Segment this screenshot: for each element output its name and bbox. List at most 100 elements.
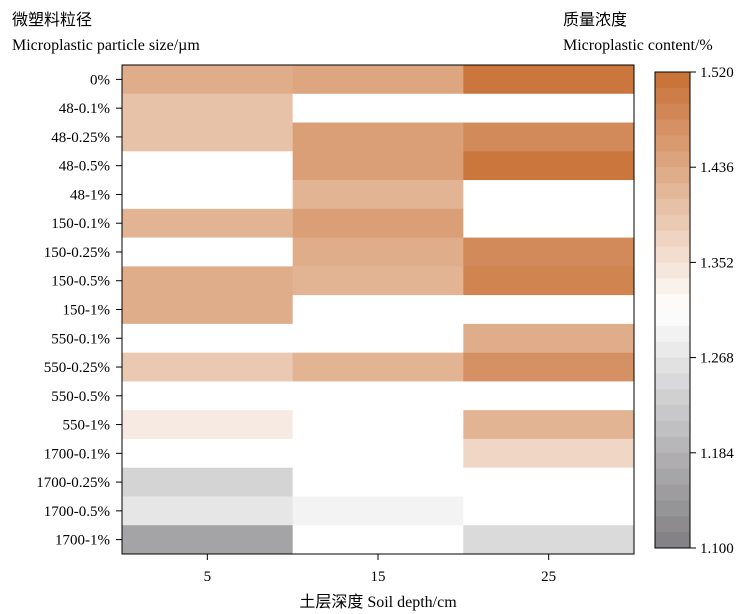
heatmap-cell <box>292 266 464 296</box>
heatmap-cell <box>122 525 294 555</box>
heatmap-cell <box>463 266 635 296</box>
heatmap-cell <box>122 352 294 382</box>
heatmap-cell <box>122 180 294 210</box>
colorbar <box>654 71 691 549</box>
y-tick-label: 550-0.1% <box>51 331 110 347</box>
y-axis-title-cn: 微塑料粒径 <box>12 11 92 29</box>
y-tick-label: 150-0.1% <box>51 216 110 232</box>
heatmap-cell <box>292 525 464 555</box>
colorbar-step <box>655 421 690 438</box>
heatmap-cell <box>122 237 294 267</box>
y-tick-label: 150-1% <box>63 303 111 319</box>
colorbar-step <box>655 87 690 105</box>
colorbar-title-cn: 质量浓度 <box>563 11 627 29</box>
y-tick-label: 48-0.5% <box>59 159 110 175</box>
colorbar-step <box>655 246 690 263</box>
colorbar-tick-label: 1.268 <box>700 351 734 367</box>
heatmap-cell <box>463 237 635 267</box>
heatmap-cell <box>122 438 294 469</box>
heatmap-cell <box>463 180 635 210</box>
y-tick-label: 1700-1% <box>55 533 110 549</box>
colorbar-tick-label: 1.520 <box>700 65 734 81</box>
colorbar-step <box>655 389 690 406</box>
heatmap-cell <box>122 151 294 181</box>
colorbar-step <box>655 135 690 152</box>
heatmap-cell <box>292 237 464 267</box>
y-tick-label: 48-0.1% <box>59 101 110 117</box>
heatmap-cell <box>463 93 635 124</box>
heatmap-cell <box>463 525 635 555</box>
colorbar-step <box>655 500 690 517</box>
heatmap-cell <box>292 467 464 497</box>
colorbar-tick-label: 1.100 <box>700 541 734 557</box>
colorbar-step <box>655 341 690 359</box>
heatmap-cell <box>292 295 464 325</box>
colorbar-step <box>655 405 690 422</box>
x-tick-label: 15 <box>371 569 386 585</box>
heatmap-cell <box>292 208 464 239</box>
colorbar-step <box>655 198 690 216</box>
heatmap-cell <box>463 295 635 325</box>
y-tick-label: 0% <box>90 72 110 88</box>
colorbar-step <box>655 103 690 121</box>
heatmap-cell <box>292 352 464 382</box>
colorbar-step <box>655 436 690 454</box>
heatmap-cell <box>292 122 464 152</box>
x-tick-label: 25 <box>541 569 556 585</box>
heatmap-cell <box>463 496 635 526</box>
y-tick-label: 550-0.25% <box>44 360 110 376</box>
colorbar-step <box>655 262 690 279</box>
y-tick-label: 150-0.25% <box>44 245 110 261</box>
heatmap-cell <box>122 410 294 440</box>
colorbar-tick-label: 1.352 <box>700 255 734 271</box>
heatmap-cell <box>122 295 294 325</box>
heatmap-cell <box>463 467 635 497</box>
x-axis-title: 土层深度 Soil depth/cm <box>299 593 457 611</box>
x-tick-labels: 5 15 25 <box>204 554 556 585</box>
plot-frame <box>121 64 635 555</box>
colorbar-step <box>655 278 690 295</box>
colorbar-step <box>655 484 690 501</box>
heatmap-cell <box>463 65 635 95</box>
colorbar-tick-label: 1.436 <box>700 160 734 176</box>
y-tick-label: 48-0.25% <box>51 130 110 146</box>
colorbar-step <box>655 214 690 232</box>
heatmap-cell <box>122 323 294 354</box>
heatmap-cell <box>463 151 635 181</box>
colorbar-step <box>655 357 690 374</box>
colorbar-step <box>655 294 690 311</box>
colorbar-step <box>655 532 690 549</box>
heatmap-cell <box>122 93 294 124</box>
y-tick-label: 48-1% <box>70 187 110 203</box>
heatmap-cell <box>122 381 294 411</box>
heatmap-cell <box>122 122 294 152</box>
heatmap-cell <box>122 65 294 95</box>
x-tick-label: 5 <box>204 569 212 585</box>
y-tick-label: 1700-0.25% <box>36 475 110 491</box>
colorbar-step <box>655 119 690 136</box>
colorbar-step <box>655 325 690 343</box>
heatmap-cell <box>292 151 464 181</box>
heatmap-cell <box>463 438 635 469</box>
y-tick-label: 550-0.5% <box>51 389 110 405</box>
colorbar-step <box>655 183 690 200</box>
heatmap-cell <box>463 352 635 382</box>
y-tick-labels: 0% 48-0.1% 48-0.25% 48-0.5% 48-1% 150-0.1% 150… <box>36 72 122 549</box>
heatmap-cell <box>292 180 464 210</box>
heatmap-cell <box>463 208 635 239</box>
colorbar-step <box>655 516 690 533</box>
y-tick-label: 1700-0.5% <box>44 504 110 520</box>
heatmap-cell <box>463 122 635 152</box>
colorbar-ticks: 1.100 1.184 1.268 1.352 1.436 1.520 <box>690 65 734 557</box>
heatmap-cell <box>292 65 464 95</box>
heatmap-cell <box>292 323 464 354</box>
colorbar-step <box>655 151 690 168</box>
heatmap-cell <box>292 381 464 411</box>
heatmap-cell <box>122 467 294 497</box>
y-tick-label: 1700-0.1% <box>44 446 110 462</box>
y-tick-label: 150-0.5% <box>51 274 110 290</box>
heatmap-cells <box>122 65 635 555</box>
colorbar-step <box>655 468 690 486</box>
heatmap-cell <box>122 496 294 526</box>
